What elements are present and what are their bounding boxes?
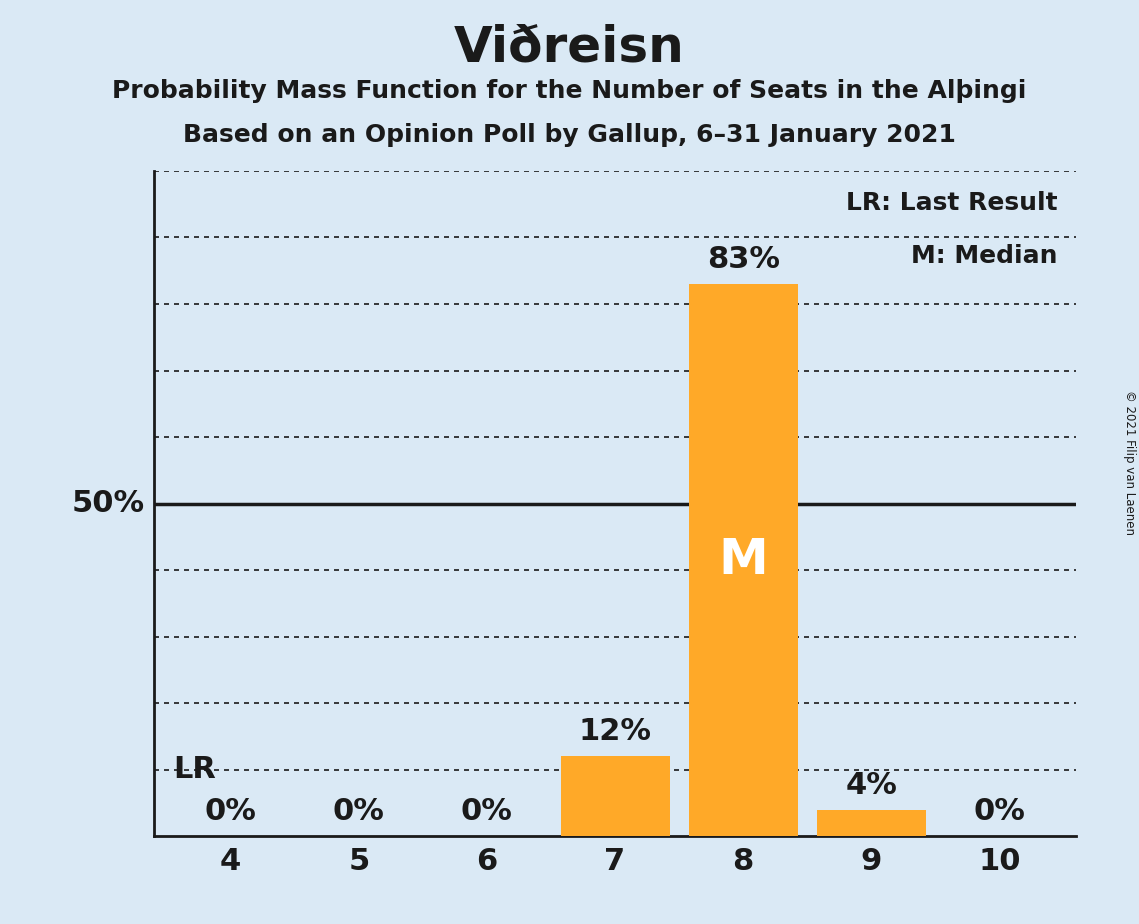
Text: 50%: 50% xyxy=(72,489,145,518)
Text: 0%: 0% xyxy=(333,797,385,826)
Text: 0%: 0% xyxy=(974,797,1025,826)
Text: Based on an Opinion Poll by Gallup, 6–31 January 2021: Based on an Opinion Poll by Gallup, 6–31… xyxy=(183,123,956,147)
Bar xyxy=(689,284,797,836)
Text: 0%: 0% xyxy=(461,797,513,826)
Text: 0%: 0% xyxy=(205,797,256,826)
Text: M: M xyxy=(719,536,768,584)
Text: LR: LR xyxy=(173,755,216,784)
Text: 12%: 12% xyxy=(579,717,652,747)
Text: Probability Mass Function for the Number of Seats in the Alþingi: Probability Mass Function for the Number… xyxy=(113,79,1026,103)
Text: M: Median: M: Median xyxy=(911,244,1058,268)
Text: © 2021 Filip van Laenen: © 2021 Filip van Laenen xyxy=(1123,390,1137,534)
Text: 4%: 4% xyxy=(845,771,898,799)
Text: LR: Last Result: LR: Last Result xyxy=(846,191,1058,215)
Text: 83%: 83% xyxy=(706,245,780,274)
Bar xyxy=(560,757,670,836)
Bar xyxy=(817,809,926,836)
Text: Viðreisn: Viðreisn xyxy=(454,23,685,71)
